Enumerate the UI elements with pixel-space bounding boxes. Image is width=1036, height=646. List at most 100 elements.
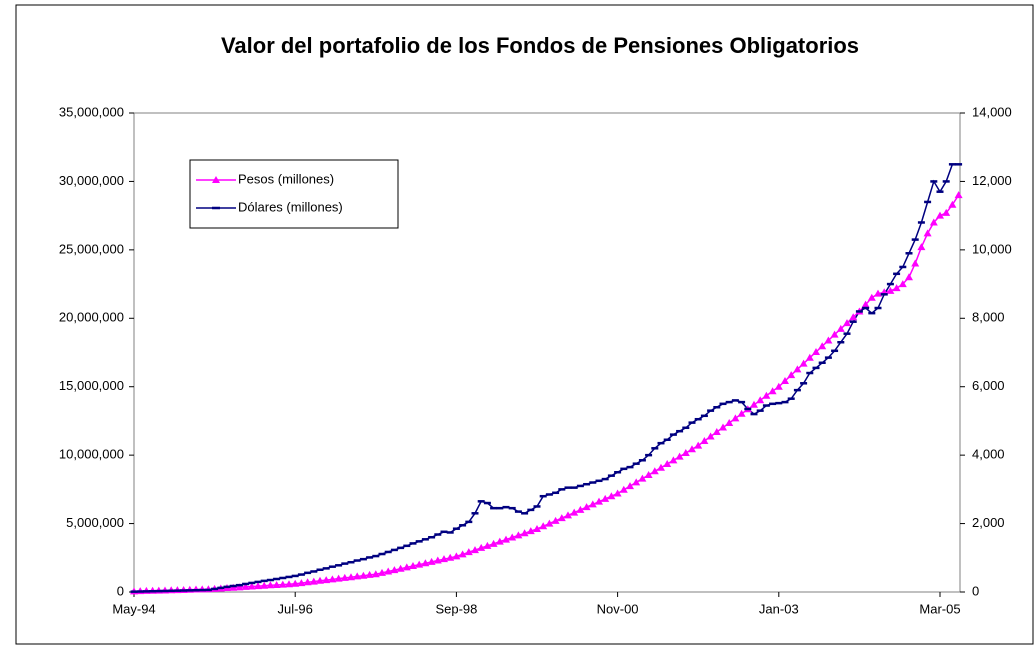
y-tick-label: 5,000,000 bbox=[66, 515, 124, 530]
marker bbox=[619, 485, 628, 493]
marker bbox=[378, 568, 386, 576]
marker bbox=[365, 570, 374, 578]
marker bbox=[390, 566, 399, 574]
marker bbox=[452, 552, 461, 560]
marker bbox=[861, 300, 870, 308]
x-tick-label: Nov-00 bbox=[597, 601, 639, 616]
marker bbox=[291, 579, 300, 587]
marker bbox=[241, 582, 250, 590]
y-tick-label: 35,000,000 bbox=[59, 104, 124, 119]
legend-label: Dólares (millones) bbox=[238, 199, 343, 214]
marker bbox=[359, 571, 368, 579]
marker bbox=[818, 342, 827, 350]
legend-label: Pesos (millones) bbox=[238, 171, 334, 186]
marker bbox=[874, 289, 882, 297]
chart-frame bbox=[15, 4, 1034, 645]
marker bbox=[235, 583, 244, 591]
marker bbox=[520, 529, 529, 537]
marker bbox=[706, 432, 715, 440]
x-tick-label: Mar-05 bbox=[919, 601, 960, 616]
y2-tick-label: 12,000 bbox=[972, 173, 1012, 188]
marker bbox=[409, 561, 417, 569]
marker bbox=[278, 580, 287, 588]
legend-marker bbox=[212, 176, 220, 183]
marker bbox=[805, 353, 814, 361]
marker bbox=[539, 522, 548, 530]
marker bbox=[613, 489, 622, 497]
marker bbox=[557, 514, 566, 522]
marker bbox=[731, 414, 740, 422]
marker bbox=[371, 570, 380, 578]
marker bbox=[260, 581, 269, 589]
marker bbox=[669, 456, 678, 464]
marker bbox=[347, 573, 355, 581]
marker bbox=[533, 525, 541, 533]
x-tick-label: Jul-96 bbox=[277, 601, 312, 616]
y2-tick-label: 0 bbox=[972, 583, 979, 598]
marker bbox=[905, 273, 913, 281]
legend-box bbox=[189, 159, 399, 229]
marker bbox=[570, 508, 579, 516]
x-tick-label: May-94 bbox=[112, 601, 155, 616]
marker bbox=[297, 579, 306, 587]
marker bbox=[601, 494, 610, 502]
marker bbox=[309, 577, 318, 585]
marker bbox=[867, 293, 876, 301]
marker bbox=[787, 371, 796, 379]
marker bbox=[254, 582, 262, 590]
y-tick-label: 20,000,000 bbox=[59, 310, 124, 325]
marker bbox=[477, 543, 486, 551]
marker bbox=[774, 382, 783, 390]
marker bbox=[582, 503, 591, 511]
marker bbox=[334, 574, 343, 582]
marker bbox=[830, 330, 839, 338]
marker bbox=[917, 243, 926, 251]
marker bbox=[402, 563, 411, 571]
marker bbox=[545, 519, 554, 527]
marker bbox=[551, 516, 560, 524]
marker bbox=[638, 474, 647, 482]
marker bbox=[793, 365, 802, 373]
marker bbox=[502, 535, 510, 543]
marker bbox=[923, 229, 932, 237]
marker bbox=[396, 564, 405, 572]
marker bbox=[421, 559, 430, 567]
marker bbox=[564, 511, 572, 519]
marker bbox=[384, 567, 393, 575]
marker bbox=[762, 391, 771, 399]
marker bbox=[725, 418, 734, 426]
marker bbox=[929, 218, 938, 226]
marker bbox=[663, 460, 672, 468]
x-tick-label: Sep-98 bbox=[435, 601, 477, 616]
marker bbox=[700, 437, 709, 445]
marker bbox=[495, 537, 504, 545]
marker bbox=[737, 409, 746, 417]
y2-tick-label: 14,000 bbox=[972, 104, 1012, 119]
marker bbox=[799, 359, 808, 367]
y-tick-label: 30,000,000 bbox=[59, 173, 124, 188]
marker bbox=[526, 527, 535, 535]
marker bbox=[433, 556, 442, 564]
y2-tick-label: 4,000 bbox=[972, 447, 1005, 462]
marker bbox=[898, 280, 907, 288]
marker bbox=[681, 448, 690, 456]
y2-tick-label: 8,000 bbox=[972, 310, 1005, 325]
marker bbox=[340, 573, 349, 581]
marker bbox=[688, 445, 696, 453]
marker bbox=[458, 550, 467, 558]
marker bbox=[588, 500, 597, 508]
marker bbox=[266, 581, 275, 589]
plot-area bbox=[133, 112, 961, 593]
marker bbox=[843, 319, 851, 327]
marker bbox=[464, 548, 473, 556]
y2-tick-label: 10,000 bbox=[972, 241, 1012, 256]
marker bbox=[632, 478, 641, 486]
marker bbox=[626, 482, 634, 490]
marker bbox=[911, 259, 920, 267]
marker bbox=[836, 324, 845, 332]
marker bbox=[415, 560, 424, 568]
y-tick-label: 0 bbox=[117, 583, 124, 598]
y-tick-label: 10,000,000 bbox=[59, 447, 124, 462]
marker bbox=[892, 284, 901, 292]
